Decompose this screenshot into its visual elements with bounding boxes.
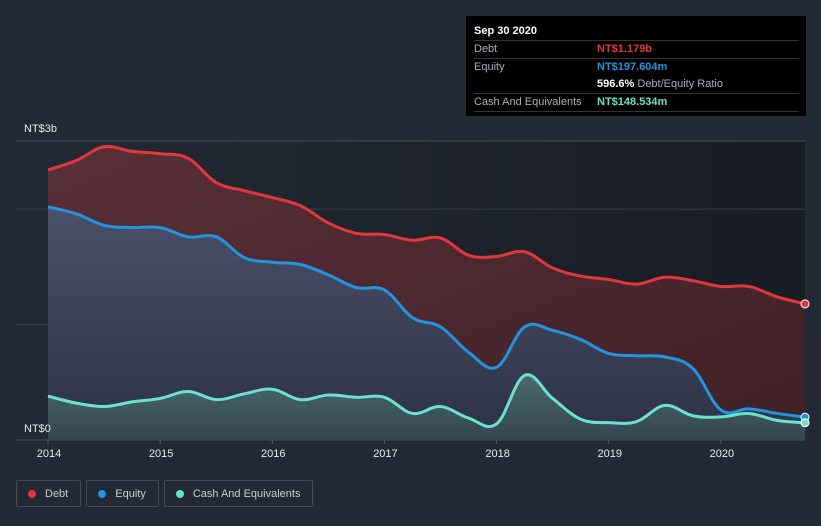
legend-toggle-equity[interactable]: Equity	[86, 480, 159, 507]
legend-toggle-debt[interactable]: Debt	[16, 480, 82, 507]
legend-label-equity: Equity	[115, 487, 146, 500]
cash-end-marker[interactable]	[800, 418, 810, 428]
tooltip-cash-label: Cash And Equivalents	[474, 96, 582, 108]
tooltip-date: Sep 30 2020	[474, 22, 799, 41]
x-tick-label: 2014	[37, 448, 61, 460]
tooltip-equity-label: Equity	[474, 61, 505, 73]
debt-dot-icon	[28, 489, 36, 498]
legend-toggle-cash[interactable]: Cash And Equivalents	[163, 480, 314, 507]
x-tick-label: 2015	[149, 448, 173, 460]
tooltip-row-ratio: 596.6% Debt/Equity Ratio	[474, 76, 799, 94]
debt-end-marker[interactable]	[800, 299, 810, 309]
tooltip-row-cash: Cash And Equivalents NT$148.534m	[474, 94, 799, 112]
tooltip-ratio-number: 596.6%	[597, 78, 635, 90]
legend-label-debt: Debt	[45, 487, 69, 500]
tooltip-row-debt: Debt NT$1.179b	[474, 41, 799, 59]
tooltip-row-equity: Equity NT$197.604m	[474, 59, 799, 76]
x-tick-label: 2019	[597, 448, 621, 460]
tooltip-debt-label: Debt	[474, 43, 498, 55]
x-tick-label: 2017	[373, 448, 397, 460]
y-tick-label-top: NT$3b	[24, 123, 57, 135]
cash-dot-icon	[175, 489, 184, 498]
legend-label-cash: Cash And Equivalents	[192, 487, 301, 500]
y-tick-label-zero: NT$0	[24, 423, 51, 435]
tooltip-ratio-label: Debt/Equity Ratio	[637, 78, 723, 90]
tooltip-panel: Sep 30 2020 Debt NT$1.179b Equity NT$197…	[466, 16, 806, 116]
debt-line	[47, 144, 806, 306]
chart-legend: Debt Equity Cash And Equivalents	[16, 480, 314, 507]
tooltip-cash-value: NT$148.534m	[597, 96, 668, 108]
equity-dot-icon	[98, 489, 107, 498]
x-tick-label: 2020	[710, 448, 734, 460]
tooltip-ratio-value: 596.6% Debt/Equity Ratio	[597, 76, 723, 93]
x-tick-label: 2016	[261, 448, 285, 460]
x-tick-label: 2018	[485, 448, 509, 460]
equity-line	[47, 205, 806, 419]
cash-line	[47, 373, 806, 429]
tooltip-debt-value: NT$1.179b	[597, 43, 653, 55]
tooltip-equity-value: NT$197.604m	[597, 61, 668, 73]
